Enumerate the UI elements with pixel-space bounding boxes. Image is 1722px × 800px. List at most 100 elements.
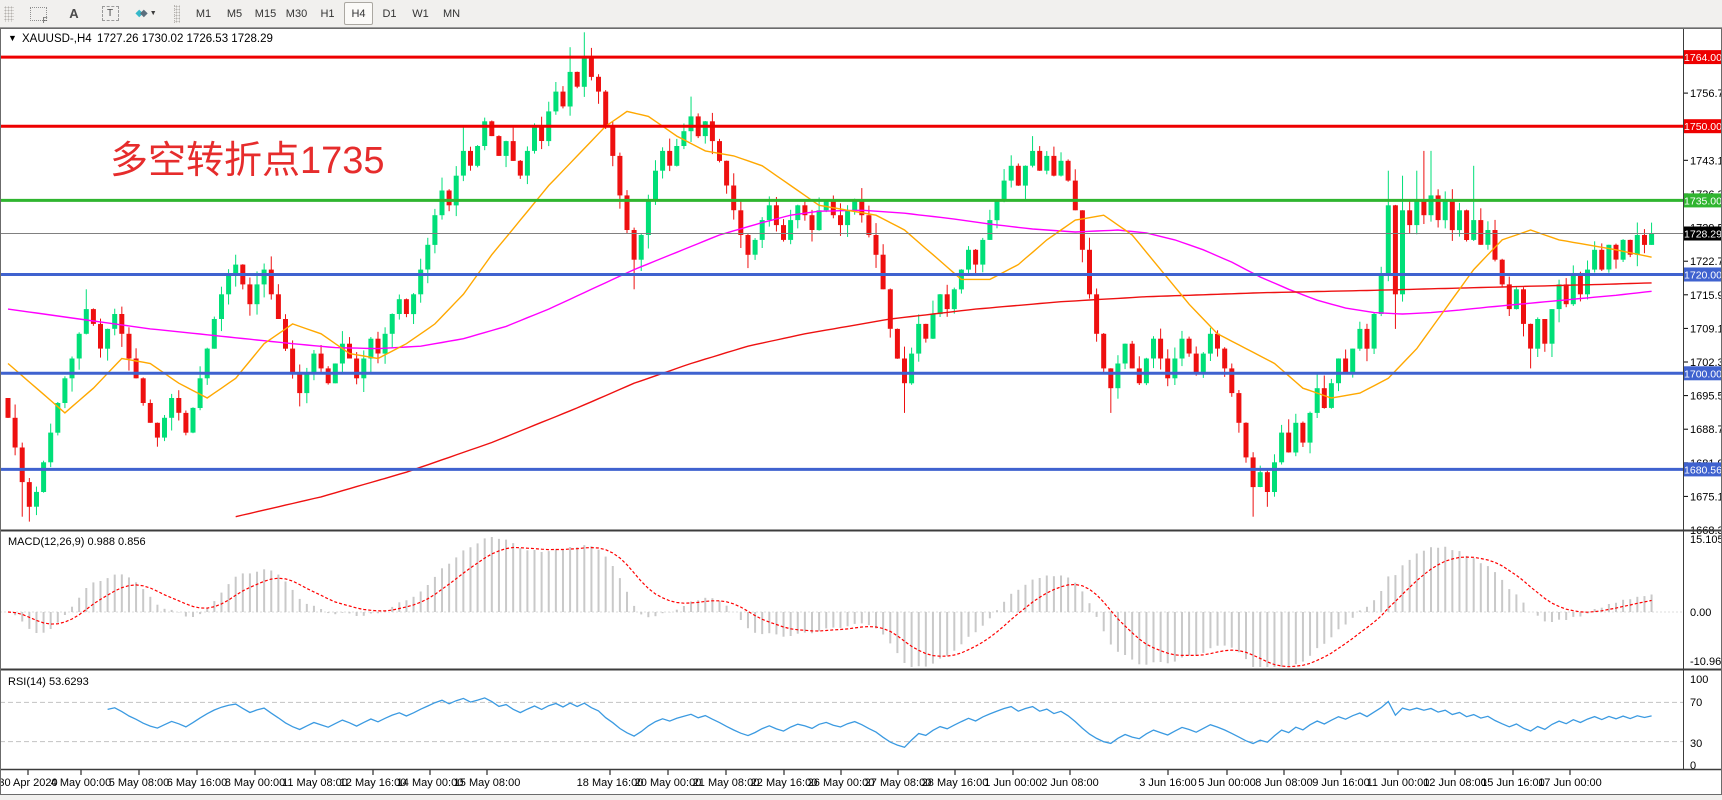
timeframe-button-h1[interactable]: H1 <box>320 7 335 20</box>
bear-candle <box>1392 205 1398 295</box>
bear-candle <box>1193 353 1199 374</box>
bull-candle <box>1022 165 1028 186</box>
bear-candle <box>12 417 18 448</box>
price-tag-1735.00 <box>1684 193 1722 208</box>
bear-candle <box>1407 210 1413 226</box>
font-tool-button[interactable]: A <box>58 2 90 26</box>
shapes-tool-button[interactable]: ◆◆ ▼ <box>130 2 162 26</box>
bull-candle <box>439 190 445 216</box>
timeframe-button-m15[interactable]: M15 <box>254 7 277 20</box>
bull-candle <box>453 175 459 206</box>
bull-candle <box>909 353 915 384</box>
bear-candle <box>1421 200 1427 216</box>
bear-candle <box>1129 343 1135 369</box>
ma-red-line[interactable] <box>235 282 1652 518</box>
bear-candle <box>738 210 744 235</box>
bear-candle <box>1215 333 1220 349</box>
bear-candle <box>403 299 409 314</box>
bull-candle <box>233 264 239 275</box>
timeframe-button-d1[interactable]: D1 <box>382 7 397 20</box>
bull-candle <box>823 200 829 211</box>
bull-candle <box>1634 235 1640 255</box>
bull-candle <box>204 348 210 379</box>
x-tick-label: 30 Apr 2020 <box>0 777 58 789</box>
bear-candle <box>354 358 360 379</box>
symbol-dropdown-caret-icon[interactable]: ▼ <box>8 33 17 43</box>
bear-candle <box>1229 368 1235 394</box>
bull-candle <box>69 358 75 379</box>
text-tool-button[interactable]: T <box>94 2 126 26</box>
bull-candle <box>1535 319 1541 349</box>
bull-candle <box>389 314 395 334</box>
bear-candle <box>154 422 160 438</box>
bear-candle <box>297 373 303 394</box>
bear-candle <box>1300 422 1306 443</box>
timeframe-button-w1[interactable]: W1 <box>412 7 429 20</box>
bull-candle <box>1122 343 1128 364</box>
bull-candle <box>503 141 509 156</box>
bear-candle <box>1264 472 1270 492</box>
bear-candle <box>517 160 523 176</box>
bull-candle <box>930 314 936 339</box>
x-tick-label: 12 May 16:00 <box>340 777 407 789</box>
ma-magenta-line[interactable] <box>7 209 1652 350</box>
bear-candle <box>90 309 96 324</box>
x-tick-label: 18 May 16:00 <box>577 777 644 789</box>
bull-candle <box>567 71 573 107</box>
main-chart-surface[interactable] <box>0 30 1683 530</box>
timeframe-button-m5[interactable]: M5 <box>226 7 243 20</box>
dropdown-caret-icon[interactable]: ▼ <box>149 10 157 17</box>
bull-candle <box>1592 249 1598 270</box>
timeframe-button-m30[interactable]: M30 <box>285 7 308 20</box>
ma-orange-line[interactable] <box>7 110 1652 414</box>
frame-f-tool-button[interactable]: F <box>22 2 54 26</box>
bull-candle <box>1172 358 1178 379</box>
timeframe-button-m1[interactable]: M1 <box>195 7 212 20</box>
bear-candle <box>1343 358 1349 374</box>
macd-label: MACD(12,26,9) 0.988 0.856 <box>8 536 146 548</box>
bear-candle <box>1506 284 1512 310</box>
chart-title-ohlc: 1727.26 1730.02 1726.53 1728.29 <box>97 33 273 45</box>
bear-candle <box>1037 150 1043 171</box>
bull-candle <box>48 432 54 463</box>
y-tick-label: 1688.70 <box>1690 424 1722 436</box>
timeframe-button-h4[interactable]: H4 <box>344 2 373 25</box>
x-tick-label: 26 May 00:00 <box>808 777 875 789</box>
rsi-panel-surface[interactable] <box>0 671 1683 769</box>
bull-candle <box>396 299 402 314</box>
bull-candle <box>62 378 68 403</box>
bull-candle <box>1008 165 1014 181</box>
x-tick-label: 5 Jun 00:00 <box>1198 777 1256 789</box>
bull-candle <box>702 121 708 137</box>
bear-candle <box>631 230 637 260</box>
toolbar-grip[interactable] <box>4 5 14 22</box>
bull-candle <box>581 57 587 87</box>
annotation-text[interactable]: 多空转折点1735 <box>110 140 385 182</box>
bear-candle <box>1236 393 1242 423</box>
bear-candle <box>773 205 779 226</box>
bull-candle <box>1115 363 1121 389</box>
macd-signal-line <box>7 546 1652 668</box>
macd-scale-zero: 0.00 <box>1690 607 1711 619</box>
y-tick-label: 1675.10 <box>1690 491 1722 503</box>
y-tick-label: 1756.70 <box>1690 88 1722 100</box>
bull-candle <box>766 205 772 221</box>
bull-candle <box>1030 150 1036 166</box>
bear-candle <box>19 447 25 483</box>
bull-candle <box>482 121 488 146</box>
bull-candle <box>994 200 1000 221</box>
x-tick-label: 14 May 00:00 <box>397 777 464 789</box>
toolbar-separator <box>174 4 180 23</box>
x-tick-label: 15 May 08:00 <box>454 777 521 789</box>
bull-candle <box>788 220 794 240</box>
bull-candle <box>987 220 993 240</box>
bear-candle <box>1321 388 1327 408</box>
bull-candle <box>674 146 680 166</box>
bear-candle <box>802 205 808 216</box>
bull-candle <box>937 294 943 315</box>
bull-candle <box>1620 239 1626 260</box>
bull-candle <box>1485 230 1491 245</box>
bull-candle <box>1428 195 1434 216</box>
timeframe-button-mn[interactable]: MN <box>442 7 461 20</box>
bull-candle <box>1200 353 1206 374</box>
